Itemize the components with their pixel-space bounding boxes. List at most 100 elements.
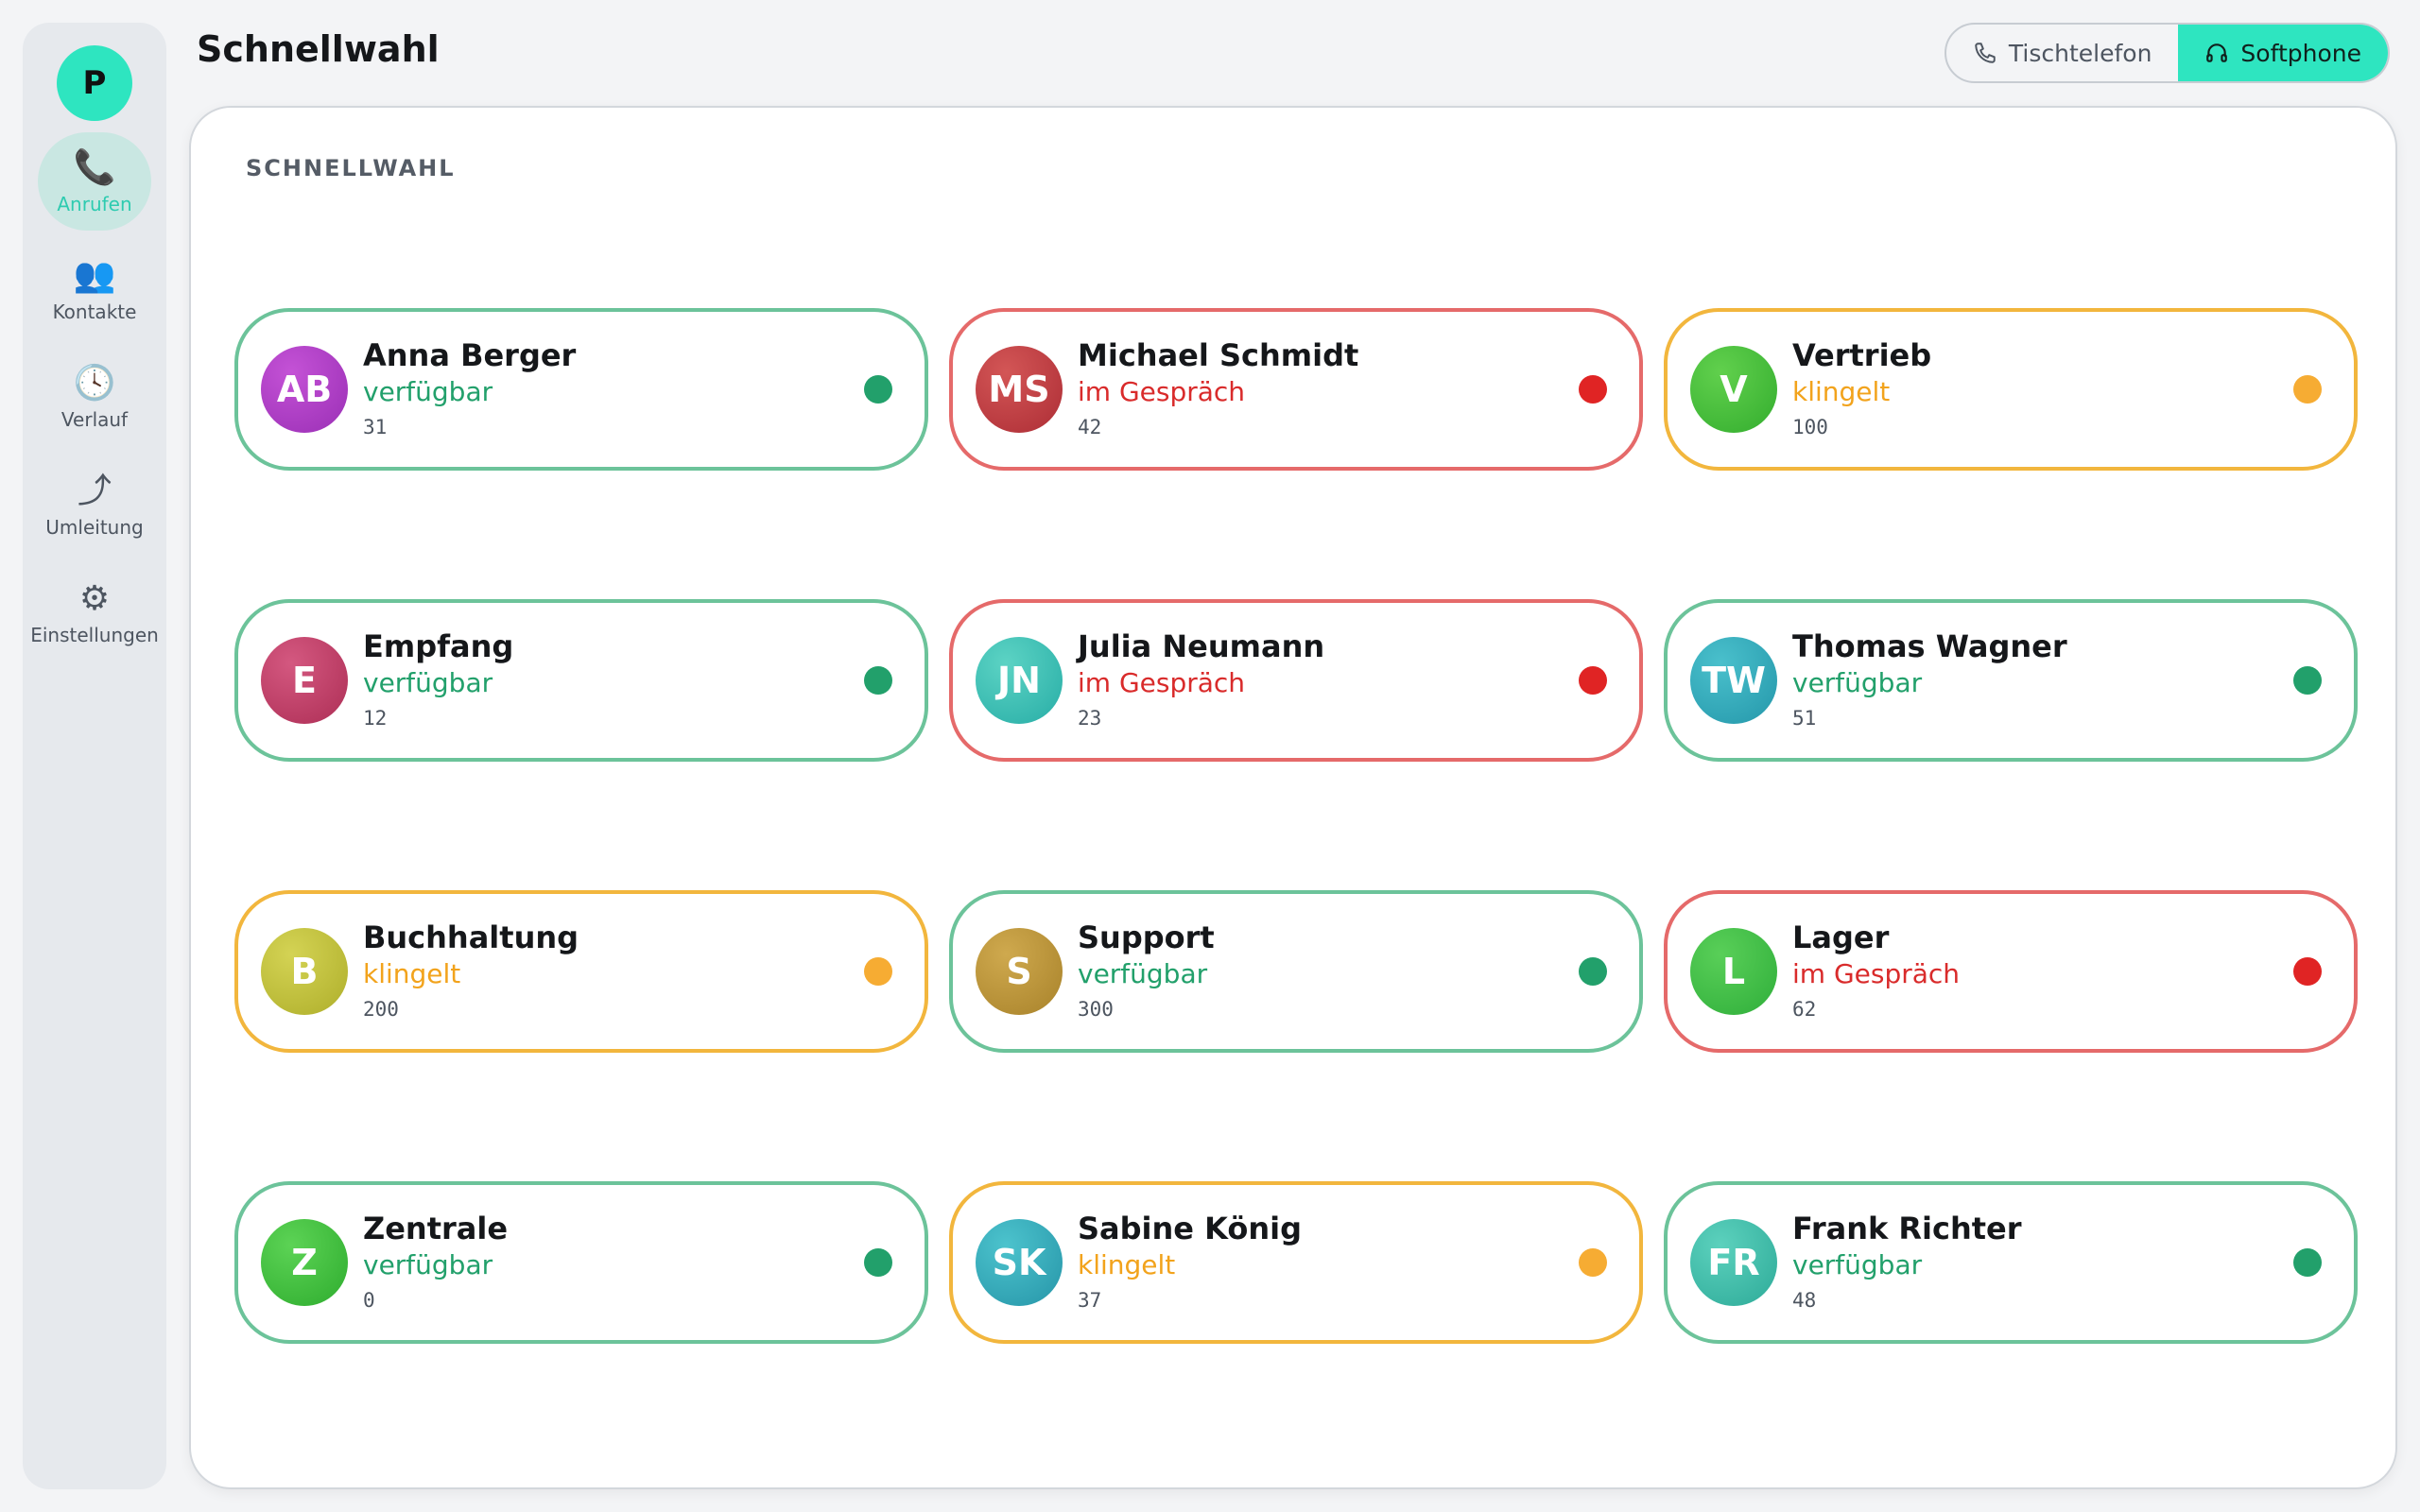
speed-dial-card[interactable]: L Lager im Gespräch 62 — [1664, 890, 2358, 1053]
presence-dot — [1579, 957, 1607, 986]
card-info: Zentrale verfügbar 0 — [363, 1210, 508, 1315]
presence-dot — [2293, 375, 2322, 404]
speed-dial-card[interactable]: S Support verfügbar 300 — [949, 890, 1643, 1053]
speed-dial-card[interactable]: AB Anna Berger verfügbar 31 — [234, 308, 928, 471]
section-label: SCHNELLWAHL — [246, 155, 456, 181]
extension-number: 100 — [1792, 416, 1828, 438]
contact-name: Buchhaltung — [363, 919, 579, 955]
profile-avatar[interactable]: P — [57, 45, 132, 121]
contact-status: klingelt — [1792, 376, 1891, 407]
card-info: Lager im Gespräch 62 — [1792, 919, 1960, 1024]
clock-icon: 🕓 — [73, 364, 116, 403]
card-info: Vertrieb klingelt 100 — [1792, 336, 1931, 442]
extension-number: 37 — [1078, 1289, 1102, 1312]
contact-status: im Gespräch — [1078, 667, 1246, 698]
avatar: L — [1690, 928, 1777, 1015]
avatar: B — [261, 928, 348, 1015]
avatar: JN — [976, 637, 1063, 724]
contact-status: im Gespräch — [1078, 376, 1246, 407]
contact-status: im Gespräch — [1792, 958, 1961, 989]
extension-number: 31 — [363, 416, 388, 438]
speed-dial-card[interactable]: MS Michael Schmidt im Gespräch 42 — [949, 308, 1643, 471]
contact-name: Frank Richter — [1792, 1211, 2022, 1246]
extension-number: 200 — [363, 998, 399, 1021]
presence-dot — [2293, 666, 2322, 695]
desk-phone-label: Tischtelefon — [2008, 39, 2152, 67]
extension-number: 0 — [363, 1289, 375, 1312]
sidebar-item-umleitung[interactable]: ⤴ Umleitung — [38, 455, 151, 554]
card-info: Sabine König klingelt 37 — [1078, 1210, 1302, 1315]
avatar: SK — [976, 1219, 1063, 1306]
extension-number: 23 — [1078, 707, 1102, 730]
extension-number: 51 — [1792, 707, 1817, 730]
presence-dot — [864, 375, 892, 404]
sidebar-nav: 📞 Anrufen 👥 Kontakte 🕓 Verlauf ⤴ Umleitung ⚙ Eins… — [30, 121, 159, 662]
presence-dot — [864, 666, 892, 695]
desk-phone-button[interactable]: Tischtelefon — [1946, 25, 2179, 81]
presence-dot — [2293, 957, 2322, 986]
sidebar-item-label: Anrufen — [57, 193, 132, 215]
avatar: Z — [261, 1219, 348, 1306]
contact-status: verfügbar — [363, 667, 493, 698]
card-info: Anna Berger verfügbar 31 — [363, 336, 576, 442]
contact-status: verfügbar — [1078, 958, 1208, 989]
speed-dial-panel: SCHNELLWAHL AB Anna Berger verfügbar 31 MS Mi… — [189, 106, 2397, 1489]
forward-icon: ⤴ — [77, 472, 112, 510]
contact-status: verfügbar — [363, 376, 493, 407]
avatar: FR — [1690, 1219, 1777, 1306]
contact-name: Anna Berger — [363, 337, 577, 373]
presence-dot — [1579, 1248, 1607, 1277]
avatar: E — [261, 637, 348, 724]
presence-dot — [864, 957, 892, 986]
speed-dial-card[interactable]: JN Julia Neumann im Gespräch 23 — [949, 599, 1643, 762]
phone-icon: 📞 — [73, 148, 116, 187]
presence-dot — [864, 1248, 892, 1277]
card-info: Julia Neumann im Gespräch 23 — [1078, 627, 1324, 733]
sidebar-item-verlauf[interactable]: 🕓 Verlauf — [38, 348, 151, 446]
softphone-button[interactable]: Softphone — [2178, 25, 2388, 81]
page-title: Schnellwahl — [197, 28, 440, 70]
speed-dial-grid: AB Anna Berger verfügbar 31 MS Michael Schmid… — [234, 308, 2358, 1344]
speed-dial-card[interactable]: TW Thomas Wagner verfügbar 51 — [1664, 599, 2358, 762]
contact-status: klingelt — [363, 958, 461, 989]
contact-name: Support — [1078, 919, 1215, 955]
extension-number: 42 — [1078, 416, 1102, 438]
card-info: Support verfügbar 300 — [1078, 919, 1215, 1024]
speed-dial-card[interactable]: E Empfang verfügbar 12 — [234, 599, 928, 762]
phone-outline-icon — [1975, 43, 1996, 63]
extension-number: 48 — [1792, 1289, 1817, 1312]
gear-icon: ⚙ — [78, 579, 111, 618]
speed-dial-card[interactable]: V Vertrieb klingelt 100 — [1664, 308, 2358, 471]
contact-name: Michael Schmidt — [1078, 337, 1359, 373]
contact-status: verfügbar — [363, 1249, 493, 1280]
contact-name: Sabine König — [1078, 1211, 1303, 1246]
contact-name: Thomas Wagner — [1792, 628, 2067, 664]
sidebar-item-einstellungen[interactable]: ⚙ Einstellungen — [30, 563, 159, 662]
extension-number: 300 — [1078, 998, 1114, 1021]
avatar: MS — [976, 346, 1063, 433]
sidebar-item-kontakte[interactable]: 👥 Kontakte — [38, 240, 151, 338]
extension-number: 62 — [1792, 998, 1817, 1021]
speed-dial-card[interactable]: SK Sabine König klingelt 37 — [949, 1181, 1643, 1344]
contact-name: Vertrieb — [1792, 337, 1932, 373]
sidebar: P 📞 Anrufen 👥 Kontakte 🕓 Verlauf ⤴ Umleitung ⚙ Ei… — [23, 23, 166, 1489]
speed-dial-card[interactable]: FR Frank Richter verfügbar 48 — [1664, 1181, 2358, 1344]
avatar: AB — [261, 346, 348, 433]
contact-name: Lager — [1792, 919, 1890, 955]
headset-icon — [2206, 43, 2228, 62]
contact-status: verfügbar — [1792, 1249, 1923, 1280]
presence-dot — [1579, 375, 1607, 404]
sidebar-item-label: Einstellungen — [30, 624, 159, 646]
contact-status: klingelt — [1078, 1249, 1176, 1280]
card-info: Michael Schmidt im Gespräch 42 — [1078, 336, 1358, 442]
sidebar-item-anrufen[interactable]: 📞 Anrufen — [38, 132, 151, 231]
contacts-icon: 👥 — [73, 256, 116, 295]
avatar: S — [976, 928, 1063, 1015]
speed-dial-card[interactable]: Z Zentrale verfügbar 0 — [234, 1181, 928, 1344]
presence-dot — [1579, 666, 1607, 695]
speed-dial-card[interactable]: B Buchhaltung klingelt 200 — [234, 890, 928, 1053]
contact-status: verfügbar — [1792, 667, 1923, 698]
card-info: Buchhaltung klingelt 200 — [363, 919, 579, 1024]
contact-name: Empfang — [363, 628, 514, 664]
contact-name: Zentrale — [363, 1211, 509, 1246]
